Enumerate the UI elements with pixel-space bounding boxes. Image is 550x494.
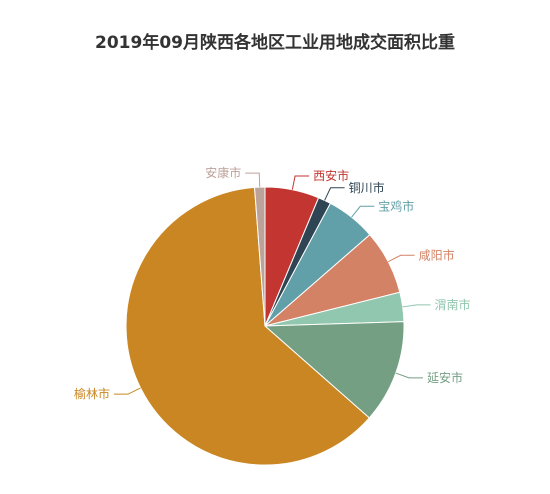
pie-label-3: 咸阳市 <box>419 247 455 262</box>
pie-label-line-0 <box>291 175 310 190</box>
pie-slices <box>125 186 405 466</box>
pie-label-1: 铜川市 <box>349 180 385 195</box>
pie-label-5: 延安市 <box>427 370 463 385</box>
pie-label-0: 西安市 <box>313 168 349 183</box>
pie-slice-5 <box>263 321 405 419</box>
pie-label-line-6 <box>114 387 141 395</box>
pie-label-line-7 <box>245 172 261 188</box>
pie-label-line-1 <box>324 187 345 201</box>
pie-label-2: 宝鸡市 <box>378 198 414 213</box>
pie-label-6: 榆林市 <box>74 386 110 401</box>
pie-label-line-5 <box>395 372 423 379</box>
pie-label-7: 安康市 <box>205 165 241 180</box>
chart-title: 2019年09月陕西各地区工业用地成交面积比重 <box>95 32 455 53</box>
pie-label-line-3 <box>388 254 415 263</box>
pie-slice-7 <box>253 186 266 327</box>
pie-label-4: 渭南市 <box>435 297 471 312</box>
pie-label-line-4 <box>402 304 431 308</box>
pie-label-line-2 <box>351 205 375 218</box>
